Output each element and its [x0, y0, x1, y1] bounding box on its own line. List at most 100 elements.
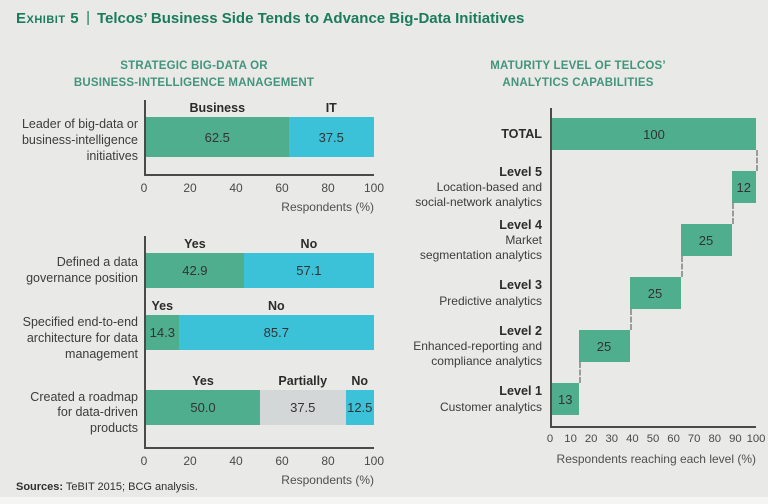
axis-tick: 40 [229, 453, 243, 468]
axis-line [550, 426, 756, 428]
axis-tick: 0 [140, 453, 148, 468]
segment-label: Yes [151, 299, 174, 314]
axis-spacer [400, 426, 546, 466]
bar-value: 57.1 [296, 263, 322, 279]
label-line: Market [505, 233, 542, 248]
stacked-bar: 14.3 85.7 [146, 315, 374, 351]
bar-value: 14.3 [149, 325, 175, 341]
bar-segment: 85.7 [178, 315, 374, 351]
waterfall-row-label: Level 5 Location-based and social-network … [400, 161, 546, 214]
bottom-strip [0, 497, 768, 504]
axis-tick: 40 [229, 181, 243, 196]
axis-tick: 20 [584, 433, 598, 445]
axis-tick: 90 [729, 433, 742, 445]
axis-row: 0 20 40 60 80 100 Respondents (%) [14, 446, 384, 487]
left-heading-line-1: STRATEGIC BIG-DATA OR [120, 60, 268, 72]
bar-value: 85.7 [263, 325, 289, 341]
label-line: compliance analytics [431, 354, 542, 369]
waterfall-row: Level 4 Market segmentation analytics 25 [400, 203, 756, 267]
axis-tick: 20 [183, 181, 197, 196]
label-line: Level 3 [499, 278, 542, 293]
axis-tick: 0 [140, 181, 148, 196]
label-line: Customer analytics [439, 399, 542, 414]
plot-cell: Yes No 14.3 85.7 [144, 298, 374, 373]
axis-tick: 20 [183, 453, 197, 468]
waterfall-connector [629, 309, 632, 330]
waterfall-bar: 100 [552, 118, 756, 150]
exhibit-number: Exhibit 5 [16, 10, 80, 27]
axis-tick: 40 [626, 433, 639, 445]
axis-tick: 50 [646, 433, 660, 445]
sources-text: TeBIT 2015; BCG analysis. [63, 481, 198, 493]
segment-labels: Yes No [146, 298, 374, 315]
waterfall-chart: TOTAL 100 Level 5 Location-based and social-… [400, 108, 766, 466]
waterfall-row-label: Level 3 Predictive analytics [400, 267, 546, 320]
chart-row: Created a roadmap for data-driven produc… [14, 372, 374, 447]
stacked-bar: 42.9 57.1 [146, 253, 374, 289]
category-label: Specified end-to-end architecture for da… [22, 315, 138, 361]
waterfall-plot-cell: 12 [550, 150, 758, 214]
page-title: Telcos’ Business Side Tends to Advance B… [96, 10, 525, 27]
waterfall-bar: 25 [629, 277, 681, 309]
axis-tick: 100 [363, 453, 385, 468]
label-line: Level 2 [499, 323, 542, 338]
waterfall-connector [756, 150, 758, 171]
axis-tick: 60 [275, 181, 289, 196]
bar-segment: 37.5 [288, 117, 374, 157]
waterfall-row: Level 3 Predictive analytics 25 [400, 256, 756, 320]
waterfall-row: TOTAL 100 [400, 108, 756, 161]
segment-label: Business [189, 101, 246, 115]
axis-tick: 80 [321, 453, 335, 468]
segment-label: Partially [278, 373, 328, 388]
axis-tick: 100 [746, 433, 766, 445]
axis-row: 0 20 40 60 80 100 Respondents (%) [14, 174, 384, 214]
plot-cell: Yes No 42.9 57.1 [144, 236, 374, 299]
waterfall-connector [731, 203, 734, 224]
waterfall-row-label: Level 4 Market segmentation analytics [400, 214, 546, 267]
bar-segment: 12.5 [345, 389, 374, 425]
waterfall-bar: 12 [731, 171, 756, 203]
label-line: segmentation analytics [419, 248, 542, 263]
bar-segment: 42.9 [146, 253, 244, 289]
waterfall-bar: 13 [552, 383, 579, 415]
waterfall-plot-cell: 25 [550, 203, 756, 267]
waterfall-row: Level 2 Enhanced-reporting and compliance … [400, 309, 756, 373]
axis-tick: 80 [708, 433, 722, 445]
bar-value: 12 [736, 179, 751, 195]
bar-value: 37.5 [290, 399, 316, 415]
category-label: Leader of big-data or business-intellige… [21, 117, 138, 163]
label-line: social-network analytics [415, 195, 542, 210]
axis: 0 20 40 60 80 100 Respondents (%) [140, 174, 384, 214]
bar-value: 25 [596, 338, 612, 354]
axis-tick: 60 [275, 453, 289, 468]
plot-cell: Yes Partially No 50.0 37.5 12.5 [144, 372, 374, 447]
waterfall-row-label: Level 2 Enhanced-reporting and compliance … [400, 320, 546, 373]
axis-line [144, 446, 374, 449]
axis-row: 0 10 20 30 40 50 60 70 80 90 100 Respondents reachi… [400, 426, 766, 466]
segment-label: IT [325, 101, 337, 115]
waterfall-row: Level 1 Customer analytics 13 [400, 362, 756, 426]
bar-value: 13 [558, 391, 573, 407]
axis-ticks: 0 10 20 30 40 50 60 70 80 90 100 [547, 433, 766, 448]
segment-labels: Business IT [146, 100, 374, 117]
segment-label: No [300, 237, 318, 252]
bar-segment: 57.1 [243, 253, 374, 289]
bar-value: 37.5 [318, 129, 344, 145]
bar-segment: 37.5 [260, 389, 346, 425]
label-line: Predictive analytics [439, 293, 542, 308]
bar-segment: 50.0 [146, 389, 260, 425]
bar-value: 25 [698, 232, 714, 248]
label-line: Enhanced-reporting and [413, 339, 542, 354]
segment-labels: Yes Partially No [146, 373, 374, 390]
axis-caption: Respondents (%) [281, 472, 374, 487]
axis-line [144, 174, 374, 177]
axis-ticks: 0 20 40 60 80 100 [140, 453, 384, 469]
bar-value: 50.0 [190, 399, 216, 415]
bar-group: Leader of big-data or business-intellige… [14, 100, 384, 214]
exhibit-title: Exhibit 5 | Telcos’ Business Side Tends to… [16, 9, 756, 27]
right-heading-line-1: MATURITY LEVEL OF TELCOS’ [490, 60, 666, 72]
right-panel-heading: MATURITY LEVEL OF TELCOS’ ANALYTICS CAPA… [400, 58, 756, 91]
waterfall-row-label: Level 1 Customer analytics [400, 373, 546, 426]
bar-group: Defined a data governance position Yes No 4… [14, 236, 384, 487]
